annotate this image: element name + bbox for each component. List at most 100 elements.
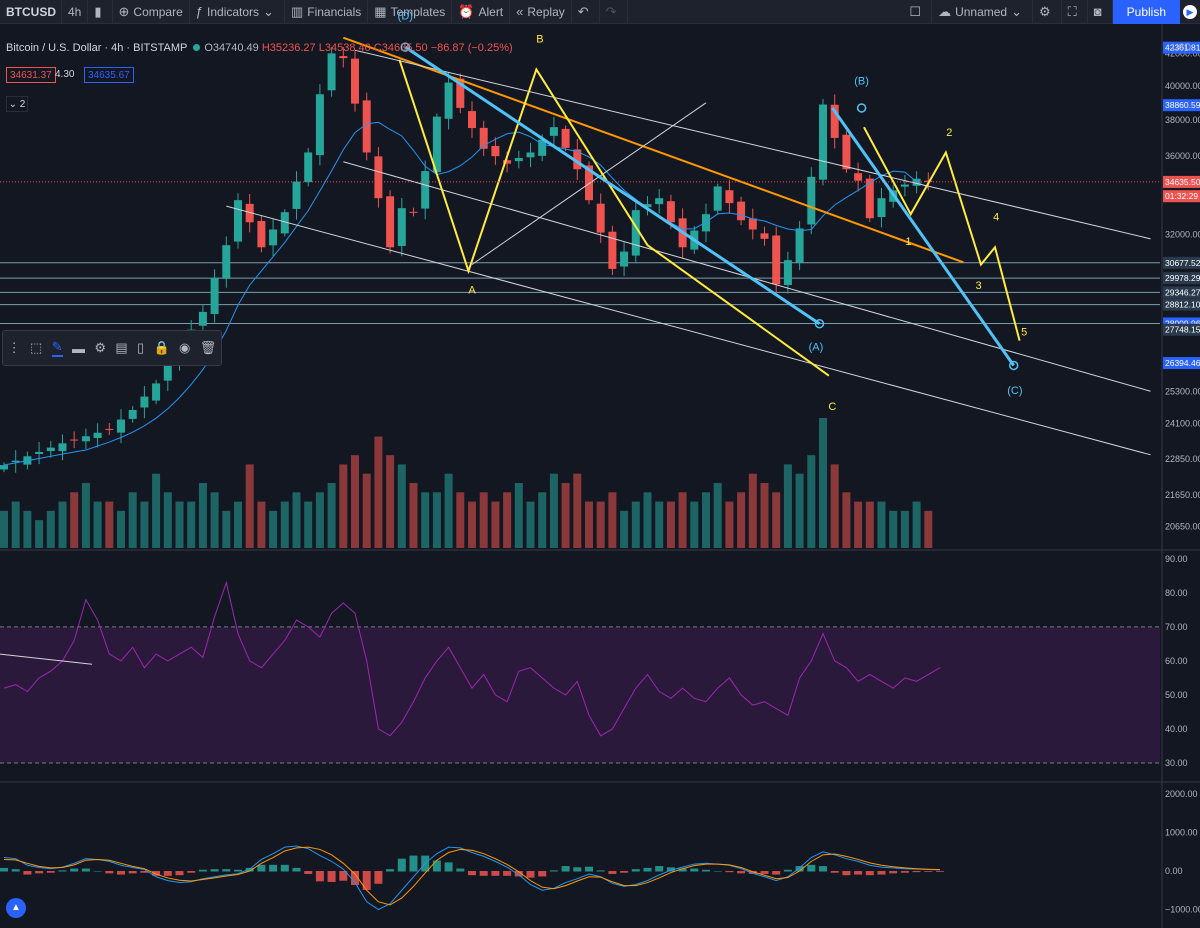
- macd-histogram-bar: [152, 871, 161, 876]
- drag-handle-icon[interactable]: ⋮: [7, 340, 21, 355]
- volume-bar: [620, 510, 629, 548]
- templates-button[interactable]: ▦ Templates: [368, 0, 453, 24]
- replay-button[interactable]: «Replay: [510, 0, 572, 24]
- settings-button[interactable]: ⚙: [1033, 0, 1062, 24]
- volume-bar: [912, 501, 921, 548]
- volume-bar: [409, 483, 418, 548]
- redo-button[interactable]: ↷: [600, 0, 628, 24]
- indicators-button[interactable]: ƒ Indicators ⌄: [190, 0, 285, 24]
- candle-body: [163, 365, 172, 381]
- macd-tick-label: 0.00: [1165, 866, 1183, 876]
- volume-bar: [444, 473, 453, 548]
- macd-histogram-bar: [81, 868, 90, 872]
- macd-histogram-bar: [666, 867, 675, 872]
- candle-body: [81, 436, 90, 442]
- volume-bar: [187, 501, 196, 548]
- copy-icon[interactable]: ▯: [136, 340, 145, 355]
- candle-body: [432, 116, 441, 173]
- multi-layout-button[interactable]: ☐: [903, 0, 933, 24]
- legend-high: H35236.27: [261, 42, 316, 54]
- volume-bar: [924, 510, 933, 548]
- price-tick-label: 20650.00: [1165, 522, 1200, 532]
- price-label-box: [1163, 41, 1200, 54]
- legend-title: Bitcoin / U.S. Dollar · 4h · BITSTAMP: [6, 42, 188, 54]
- volume-bar: [748, 473, 757, 548]
- wave-label: 4: [993, 211, 999, 223]
- snapshot-button[interactable]: ◙: [1088, 0, 1113, 24]
- wave-point-marker: [814, 318, 825, 329]
- macd-histogram-bar: [386, 869, 395, 872]
- macd-histogram-bar: [631, 869, 640, 872]
- line-style-icon[interactable]: ▬: [71, 340, 85, 356]
- macd-histogram-bar: [491, 871, 500, 876]
- alarm-clock-icon: ⏰: [458, 3, 475, 19]
- undo-button[interactable]: ↶: [572, 0, 600, 24]
- wave-label: 5: [1021, 327, 1027, 339]
- candle-body: [93, 432, 102, 438]
- macd-histogram-bar: [304, 871, 313, 874]
- candle-body: [795, 228, 804, 263]
- macd-histogram-bar: [409, 855, 418, 872]
- chart-style-button[interactable]: ▮: [88, 0, 113, 24]
- candle-body: [245, 203, 254, 223]
- symbol-search[interactable]: BTCUSD: [0, 0, 62, 24]
- financials-button[interactable]: ▥ Financials: [285, 0, 369, 24]
- macd-histogram-bar: [105, 871, 114, 874]
- candle-body: [222, 245, 231, 279]
- tradingview-logo[interactable]: ▲: [6, 898, 26, 918]
- volume-bar: [280, 501, 289, 548]
- volume-bar: [725, 501, 734, 548]
- publish-arrow-button[interactable]: ▶: [1180, 0, 1200, 24]
- macd-histogram-bar: [432, 860, 441, 872]
- macd-histogram-bar: [374, 871, 383, 884]
- eye-icon[interactable]: ◉: [179, 340, 191, 355]
- macd-histogram-bar: [292, 867, 301, 872]
- indicator-collapse-button[interactable]: ⌄ 2: [6, 96, 28, 112]
- volume-bar: [374, 436, 383, 548]
- volume-bar: [526, 501, 535, 548]
- rsi-tick-label: 30.00: [1165, 758, 1188, 768]
- price-tick-label: 25300.00: [1165, 386, 1200, 396]
- template-icon[interactable]: ⬚: [30, 340, 43, 355]
- candle-body: [35, 451, 44, 454]
- rsi-tick-label: 80.00: [1165, 588, 1188, 598]
- volume-bar: [257, 501, 266, 548]
- trash-icon[interactable]: 🗑: [199, 340, 217, 355]
- pencil-icon[interactable]: ✎: [51, 339, 63, 357]
- candle-body: [421, 171, 430, 209]
- macd-histogram-bar: [912, 871, 921, 873]
- price-label-text: 01:32:29: [1165, 191, 1198, 201]
- clone-icon[interactable]: ▤: [115, 340, 128, 355]
- market-status-dot: [193, 44, 201, 51]
- gear-icon[interactable]: ⚙: [94, 340, 106, 355]
- volume-bar: [573, 473, 582, 548]
- candle-body: [666, 201, 675, 223]
- price-label-box: [1163, 190, 1200, 203]
- fullscreen-button[interactable]: ⛶: [1062, 0, 1088, 24]
- ask-price-box[interactable]: 34635.67: [84, 67, 134, 83]
- indicators-label: Indicators: [207, 4, 260, 19]
- candle-body: [315, 94, 324, 156]
- logo-icon: ▲: [11, 902, 21, 913]
- candle-body: [830, 104, 839, 138]
- publish-button[interactable]: Publish: [1112, 0, 1180, 24]
- macd-histogram-bar: [900, 871, 909, 873]
- volume-bar: [702, 492, 710, 548]
- candle-body: [140, 396, 149, 408]
- candles-icon: ▮: [94, 3, 102, 19]
- lock-icon[interactable]: 🔒: [153, 340, 170, 355]
- volume-bar: [713, 483, 722, 548]
- compare-button[interactable]: ⊕ Compare: [113, 0, 190, 24]
- bid-price-box[interactable]: 34631.37: [6, 67, 56, 83]
- candle-body: [503, 160, 512, 164]
- volume-bar: [491, 501, 500, 548]
- alert-button[interactable]: ⏰ Alert: [452, 0, 511, 24]
- candle-body: [514, 158, 523, 162]
- macd-histogram-bar: [620, 871, 629, 873]
- macd-histogram-bar: [175, 871, 184, 876]
- volume-bar: [877, 501, 886, 548]
- layout-name-button[interactable]: ☁ Unnamed ⌄: [932, 0, 1034, 24]
- interval-button[interactable]: 4h: [62, 0, 89, 24]
- macd-histogram-bar: [198, 869, 207, 872]
